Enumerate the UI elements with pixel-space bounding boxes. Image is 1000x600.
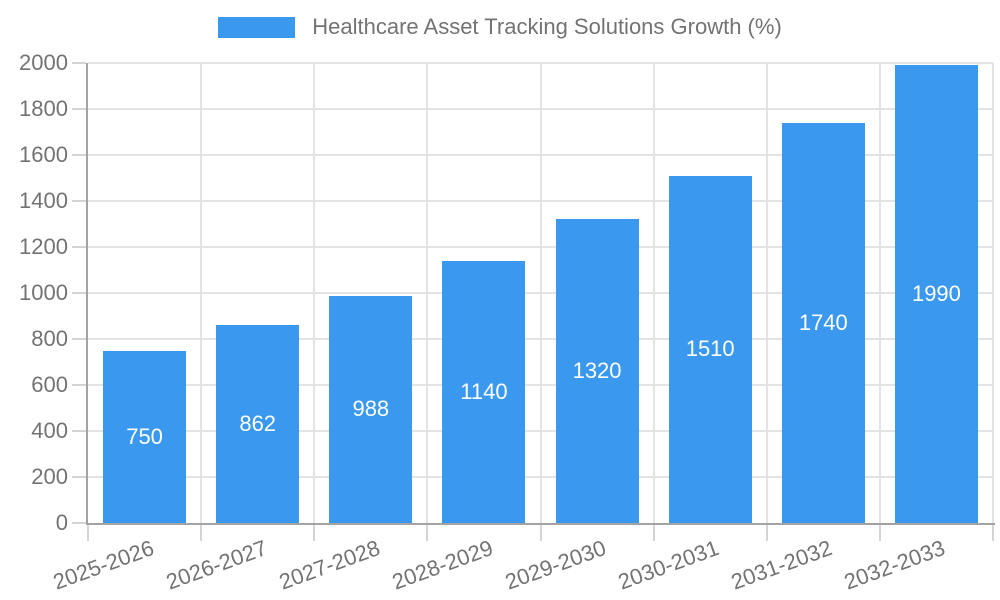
bar-value-label: 1740 [798, 309, 848, 335]
y-axis-tick [72, 522, 86, 524]
y-axis-tick-label: 800 [31, 326, 68, 351]
y-axis-tick [72, 430, 86, 432]
x-axis-tick [87, 525, 89, 541]
y-axis-tick-label: 1800 [19, 96, 68, 121]
x-axis-tick [765, 525, 768, 541]
x-axis-tick [652, 525, 655, 541]
gridline-vertical [313, 63, 316, 523]
bar: 750 [103, 350, 187, 523]
x-axis-tick [200, 525, 203, 541]
legend-swatch-icon [218, 16, 296, 38]
y-axis-tick [72, 108, 86, 110]
y-axis-tick-label: 1000 [19, 280, 68, 305]
x-axis-tick [426, 525, 429, 541]
gridline-vertical [426, 63, 429, 523]
bar-value-label: 1140 [460, 378, 508, 404]
gridline-vertical [992, 63, 994, 523]
bar-value-label: 1320 [572, 358, 622, 384]
y-axis-tick-label: 600 [31, 372, 68, 397]
y-axis-tick [72, 292, 86, 294]
bar-value-label: 1510 [685, 336, 735, 362]
legend-label: Healthcare Asset Tracking Solutions Grow… [312, 14, 782, 39]
y-axis-tick-label: 1400 [19, 188, 68, 213]
y-axis-tick [72, 62, 86, 64]
y-axis-tick-label: 400 [31, 418, 68, 443]
x-axis-tick [992, 525, 994, 541]
y-axis-tick [72, 338, 86, 340]
bar-value-label: 988 [352, 396, 390, 422]
bar-value-label: 862 [239, 410, 277, 436]
bar-value-label: 750 [126, 423, 163, 449]
gridline-vertical [765, 63, 768, 523]
gridline-vertical [878, 63, 881, 523]
x-axis-tick [313, 525, 316, 541]
y-axis-tick-label: 1600 [19, 142, 68, 167]
y-axis-tick-label: 2000 [19, 50, 68, 75]
gridline-vertical [652, 63, 655, 523]
y-axis-tick [72, 246, 86, 248]
bar: 1140 [442, 260, 526, 523]
chart-legend: Healthcare Asset Tracking Solutions Grow… [0, 14, 1000, 40]
x-axis-line [86, 523, 995, 525]
bar: 988 [329, 295, 413, 523]
y-axis-tick [72, 200, 86, 202]
bar: 1510 [668, 175, 752, 523]
x-axis-tick [878, 525, 881, 541]
gridline-vertical [200, 63, 203, 523]
y-axis-tick [72, 476, 86, 478]
bar: 862 [216, 324, 300, 523]
bar: 1320 [555, 219, 639, 523]
y-axis-tick-label: 200 [31, 464, 68, 489]
y-axis-line [86, 63, 88, 525]
x-axis-tick [539, 525, 542, 541]
bar-value-label: 1990 [911, 281, 961, 307]
bar: 1740 [781, 122, 865, 523]
y-axis-tick [72, 154, 86, 156]
gridline-vertical [539, 63, 542, 523]
y-axis-tick-label: 1200 [19, 234, 68, 259]
y-axis-tick [72, 384, 86, 386]
bar: 1990 [894, 65, 978, 523]
legend-item[interactable]: Healthcare Asset Tracking Solutions Grow… [218, 14, 782, 40]
y-axis-tick-label: 0 [55, 510, 68, 535]
